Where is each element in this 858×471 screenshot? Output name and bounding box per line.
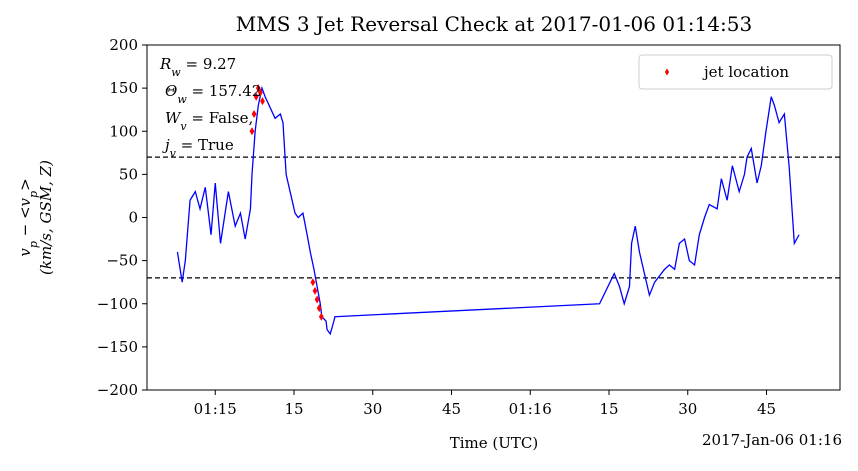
y-axis-label-part: p — [27, 241, 40, 248]
annotation: Θw = 157.42 — [165, 82, 261, 106]
x-tick-label: 01:15 — [194, 400, 237, 418]
y-tick-label: 200 — [109, 36, 138, 54]
annotation: Rw = 9.27 — [159, 55, 236, 79]
x-tick-label: 15 — [284, 400, 303, 418]
jet-marker — [316, 304, 322, 313]
jet-marker — [253, 92, 259, 101]
x-tick-label: 45 — [442, 400, 461, 418]
annotation-part: w — [171, 66, 181, 79]
annotation-part: W — [165, 109, 182, 127]
legend-marker — [664, 68, 670, 76]
y-tick-label: −50 — [106, 252, 138, 270]
plot-frame — [146, 44, 841, 391]
y-axis-label-part: p — [27, 191, 40, 198]
y-tick-label: −200 — [97, 381, 138, 399]
y-tick-label: 100 — [109, 122, 138, 140]
y-tick-label: −150 — [97, 338, 138, 356]
legend-box — [638, 54, 833, 90]
jet-marker — [318, 312, 324, 321]
jet-marker — [258, 88, 263, 97]
annotation-part: w — [177, 93, 187, 106]
y-axis-label-part: v — [16, 197, 34, 206]
annotation-part: = True — [176, 136, 234, 154]
annotation-part: Θ — [165, 82, 177, 100]
jet-marker — [260, 97, 265, 106]
annotation: Wv = False, — [165, 109, 253, 133]
legend-label: jet location — [702, 63, 789, 81]
jet-marker — [310, 278, 316, 287]
x-tick-label: 45 — [757, 400, 776, 418]
y-tick-label: −100 — [97, 295, 138, 313]
data-line — [176, 85, 800, 336]
annotation-part: j — [162, 136, 170, 154]
annotation-part: v — [170, 147, 177, 160]
annotation: jv = True — [162, 136, 234, 160]
y-axis-label-part: v — [16, 248, 34, 257]
y-tick-label: 50 — [119, 165, 138, 183]
jet-marker — [249, 127, 255, 136]
annotation-part: v — [180, 120, 187, 133]
jet-marker — [312, 286, 318, 295]
x-offset-label: 2017-Jan-06 01:16 — [702, 431, 842, 449]
y-axis-label-part: − < — [16, 206, 34, 241]
x-tick-label: 30 — [363, 400, 382, 418]
y-axis-label-part: > — [16, 178, 34, 191]
jet-marker — [251, 110, 257, 118]
y-tick-label: 0 — [128, 209, 138, 227]
annotation-part: = 157.42 — [187, 82, 262, 100]
x-tick-label: 01:16 — [509, 400, 552, 418]
x-tick-label: 30 — [678, 400, 697, 418]
annotation-part: = 9.27 — [181, 55, 237, 73]
y-axis-label-part: (km/s, GSM, Z) — [37, 160, 55, 275]
y-tick-label: 150 — [109, 79, 138, 97]
x-tick-label: 15 — [599, 400, 618, 418]
jet-marker — [314, 295, 320, 304]
y-axis-label: vp − <vp> — [16, 178, 40, 256]
annotation-part: R — [159, 55, 171, 73]
x-axis-label: Time (UTC) — [450, 434, 539, 452]
y-axis-label: (km/s, GSM, Z) — [37, 160, 55, 275]
annotation-part: = False, — [187, 109, 254, 127]
chart-title: MMS 3 Jet Reversal Check at 2017-01-06 0… — [236, 12, 752, 36]
